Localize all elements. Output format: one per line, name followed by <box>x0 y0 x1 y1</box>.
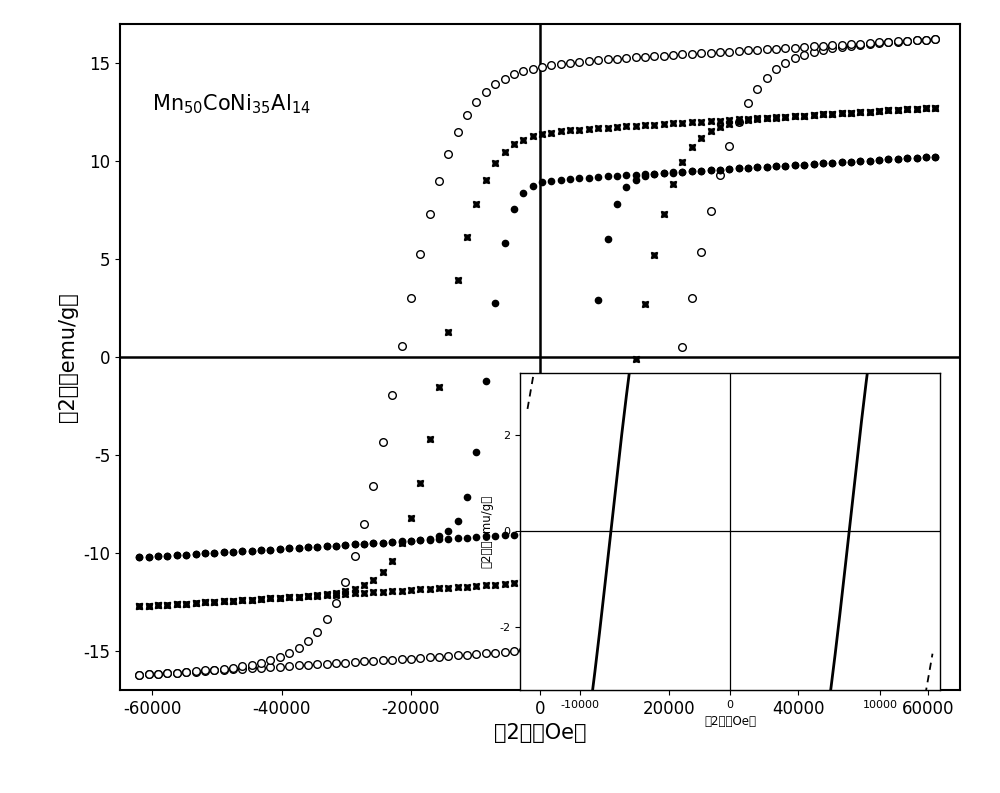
X-axis label: 碁2场（Oe）: 碁2场（Oe） <box>494 723 586 743</box>
Y-axis label: 碁2矩（emu/g）: 碁2矩（emu/g） <box>58 292 78 422</box>
X-axis label: 碁2场（Oe）: 碁2场（Oe） <box>704 715 756 728</box>
Text: Mn$_{50}$CoNi$_{35}$Al$_{14}$: Mn$_{50}$CoNi$_{35}$Al$_{14}$ <box>152 92 311 116</box>
Y-axis label: 碁2矩（emu/g）: 碁2矩（emu/g） <box>481 495 494 568</box>
